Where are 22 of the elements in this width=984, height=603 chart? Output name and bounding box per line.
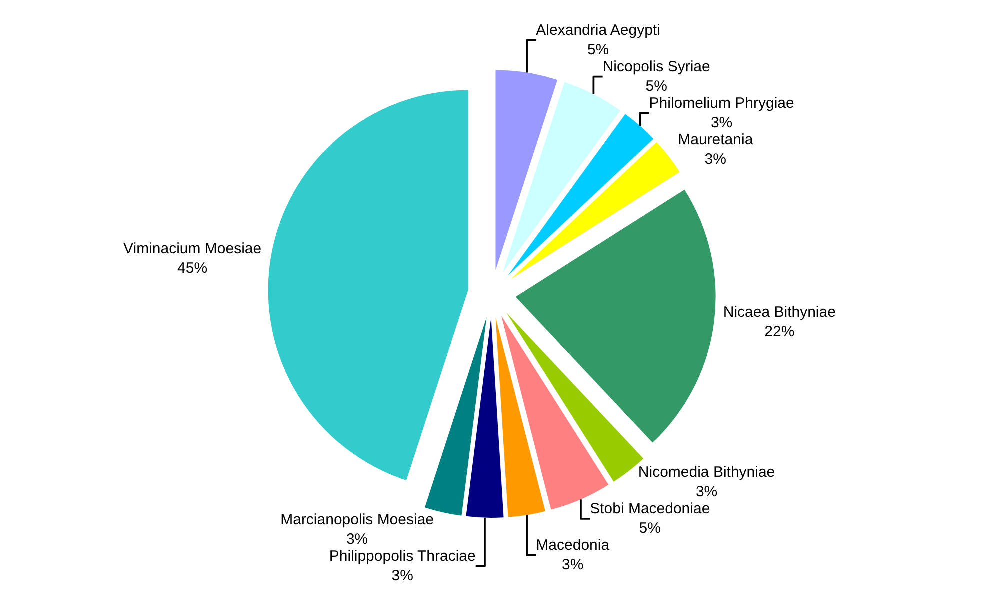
slice-label: Nicomedia Bithyniae [638, 464, 776, 482]
slice-label: Macedonia [536, 537, 610, 554]
slice-label: Nicopolis Syriae [602, 58, 710, 76]
slice-label: Alexandria Aegypti [536, 22, 660, 40]
data-label: 3% [562, 556, 584, 574]
data-label: 3% [710, 114, 733, 132]
data-label: 3% [346, 531, 368, 548]
slice-label: Philippopolis Thraciae [329, 548, 476, 566]
data-label: 5% [639, 520, 661, 538]
data-label: 5% [646, 78, 668, 96]
slice-label: Viminacium Moesiae [124, 240, 262, 258]
slice-label: Nicaea Bithyniae [723, 304, 836, 322]
data-label: 3% [704, 151, 726, 168]
slice-label: Philomelium Phrygiae [649, 95, 794, 112]
slice-label: Mauretania [678, 132, 754, 149]
data-label: 3% [696, 484, 718, 501]
data-label: 3% [392, 568, 414, 585]
slice-label: Marcianopolis Moesiae [280, 512, 434, 529]
slice-label: Stobi Macedoniae [590, 500, 710, 518]
data-label: 45% [178, 260, 208, 277]
data-label: 22% [764, 324, 795, 341]
data-label: 5% [587, 42, 610, 59]
